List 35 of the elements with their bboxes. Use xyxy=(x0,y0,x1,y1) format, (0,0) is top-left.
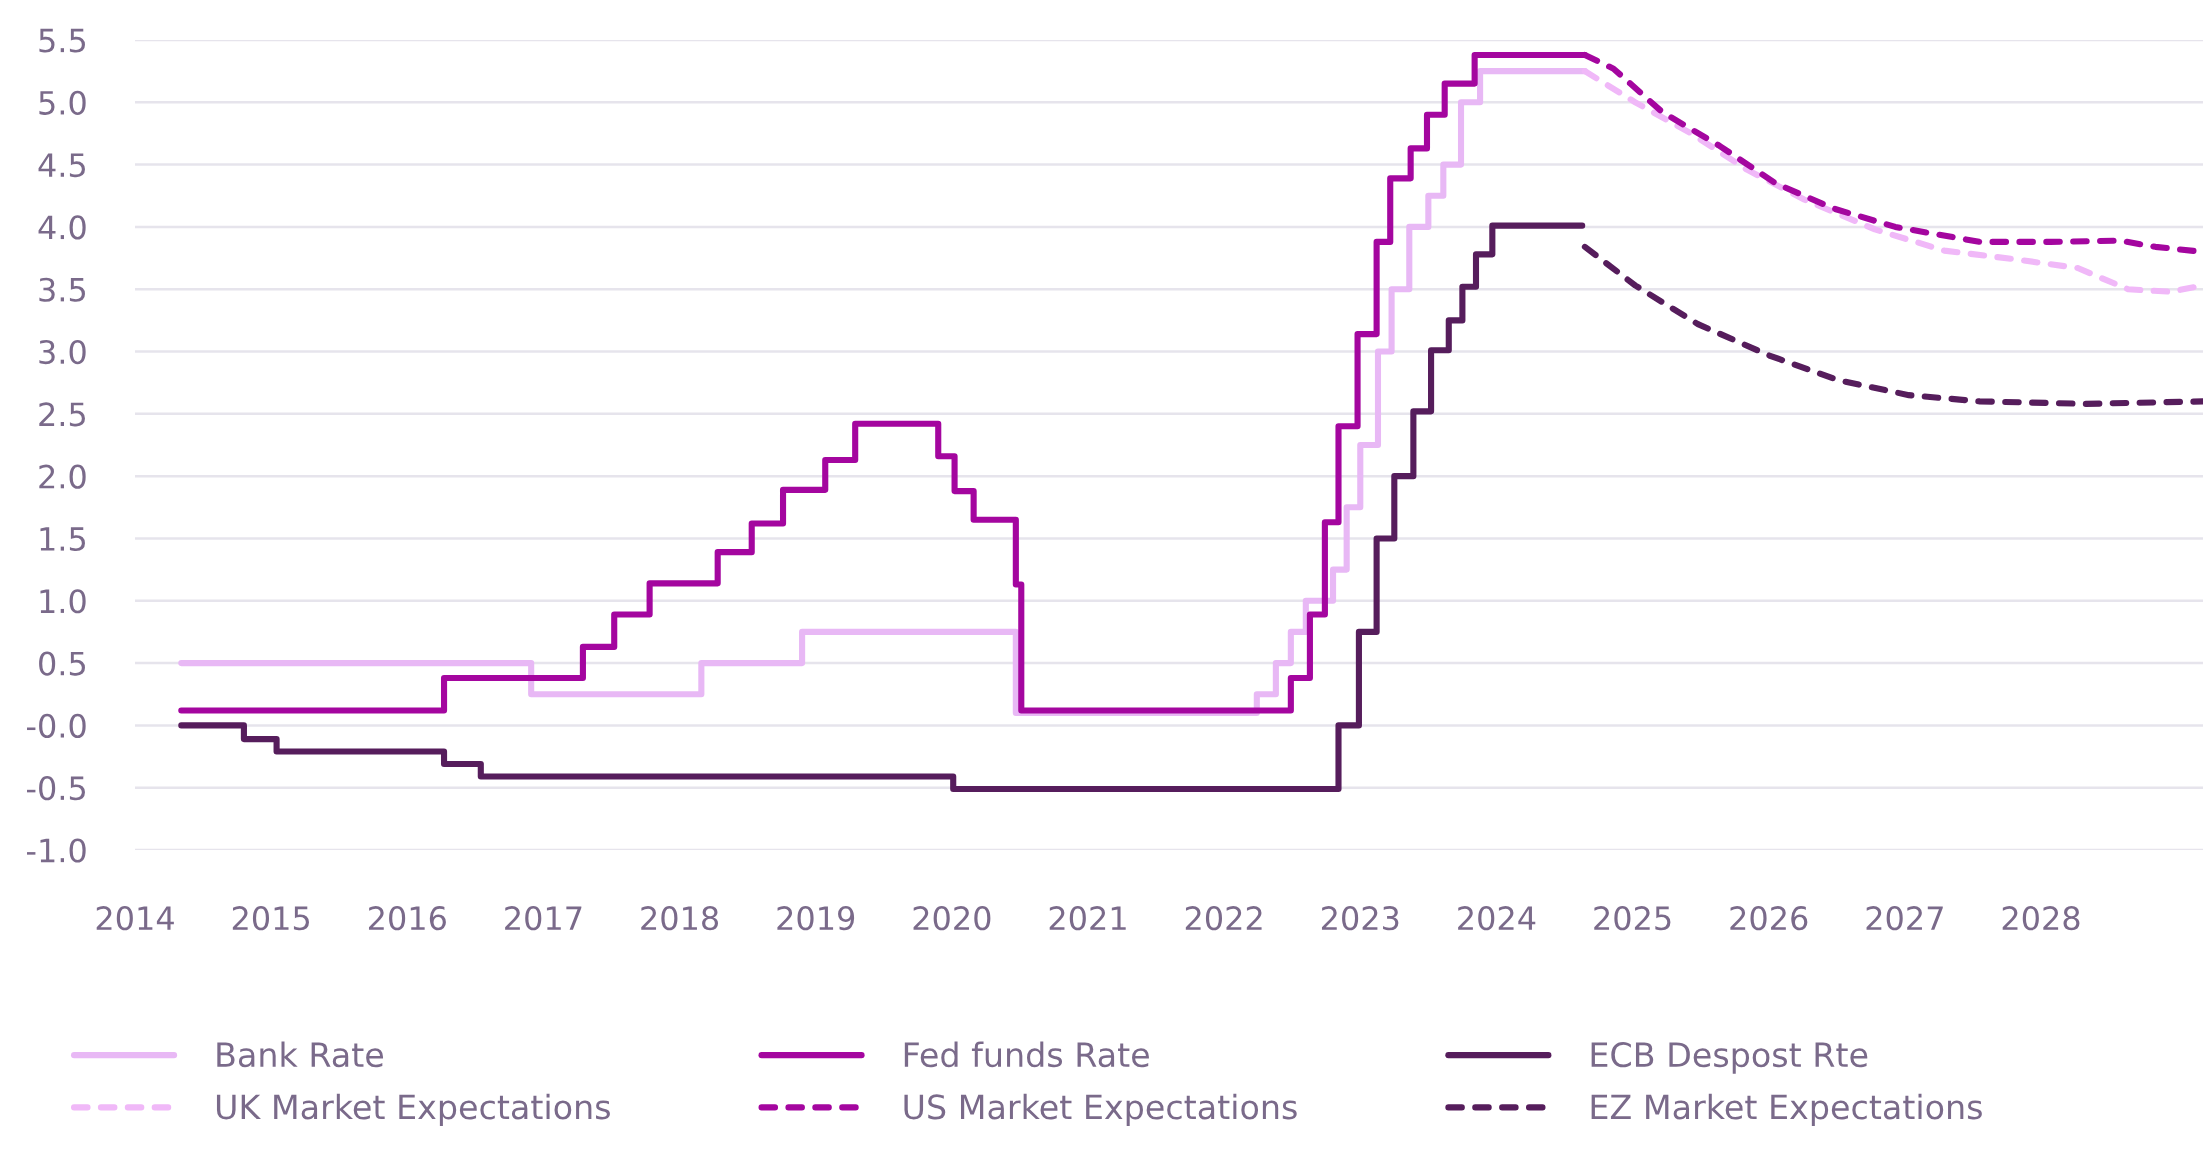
legend-label: EZ Market Expectations xyxy=(1591,1093,1982,1126)
y-tick-label: -0.5 xyxy=(27,776,85,801)
y-tick-label: 5.0 xyxy=(39,90,86,115)
x-tick-label: 2017 xyxy=(505,906,582,931)
y-tick-label: 2.0 xyxy=(39,464,86,489)
y-tick-label: 1.0 xyxy=(40,589,86,614)
x-tick-label: 2020 xyxy=(913,906,991,931)
y-tick-label: 4.0 xyxy=(38,215,86,240)
x-tick-label: 2016 xyxy=(368,906,446,931)
y-tick-label: 4.5 xyxy=(38,153,85,178)
x-tick-label: 2015 xyxy=(232,906,309,931)
x-tick-label: 2021 xyxy=(1049,906,1126,931)
legend-label: Fed funds Rate xyxy=(904,1041,1149,1068)
x-tick-label: 2028 xyxy=(2002,906,2080,931)
legend-label: US Market Expectations xyxy=(904,1093,1297,1126)
y-tick-label: -1.0 xyxy=(27,838,86,863)
legend-label: UK Market Expectations xyxy=(216,1093,610,1126)
y-tick-label: -0.0 xyxy=(27,713,86,738)
y-tick-label: 2.5 xyxy=(39,402,85,427)
x-tick-label: 2025 xyxy=(1594,906,1671,931)
y-tick-label: 3.0 xyxy=(39,339,86,365)
y-tick-label: 0.5 xyxy=(39,651,85,676)
x-tick-label: 2014 xyxy=(96,906,174,931)
y-tick-label: 3.5 xyxy=(39,277,85,302)
x-tick-label: 2026 xyxy=(1730,906,1808,931)
x-tick-label: 2019 xyxy=(777,906,855,931)
x-tick-label: 2027 xyxy=(1866,906,1943,931)
y-tick-label: 1.5 xyxy=(40,527,85,552)
x-tick-label: 2024 xyxy=(1458,906,1536,931)
legend-label: Bank Rate xyxy=(217,1041,384,1068)
legend-label: ECB Despost Rte xyxy=(1591,1042,1868,1074)
y-tick-label: 5.5 xyxy=(39,28,85,53)
x-tick-label: 2023 xyxy=(1321,906,1399,931)
x-tick-label: 2018 xyxy=(641,906,719,931)
x-tick-label: 2022 xyxy=(1185,906,1262,931)
